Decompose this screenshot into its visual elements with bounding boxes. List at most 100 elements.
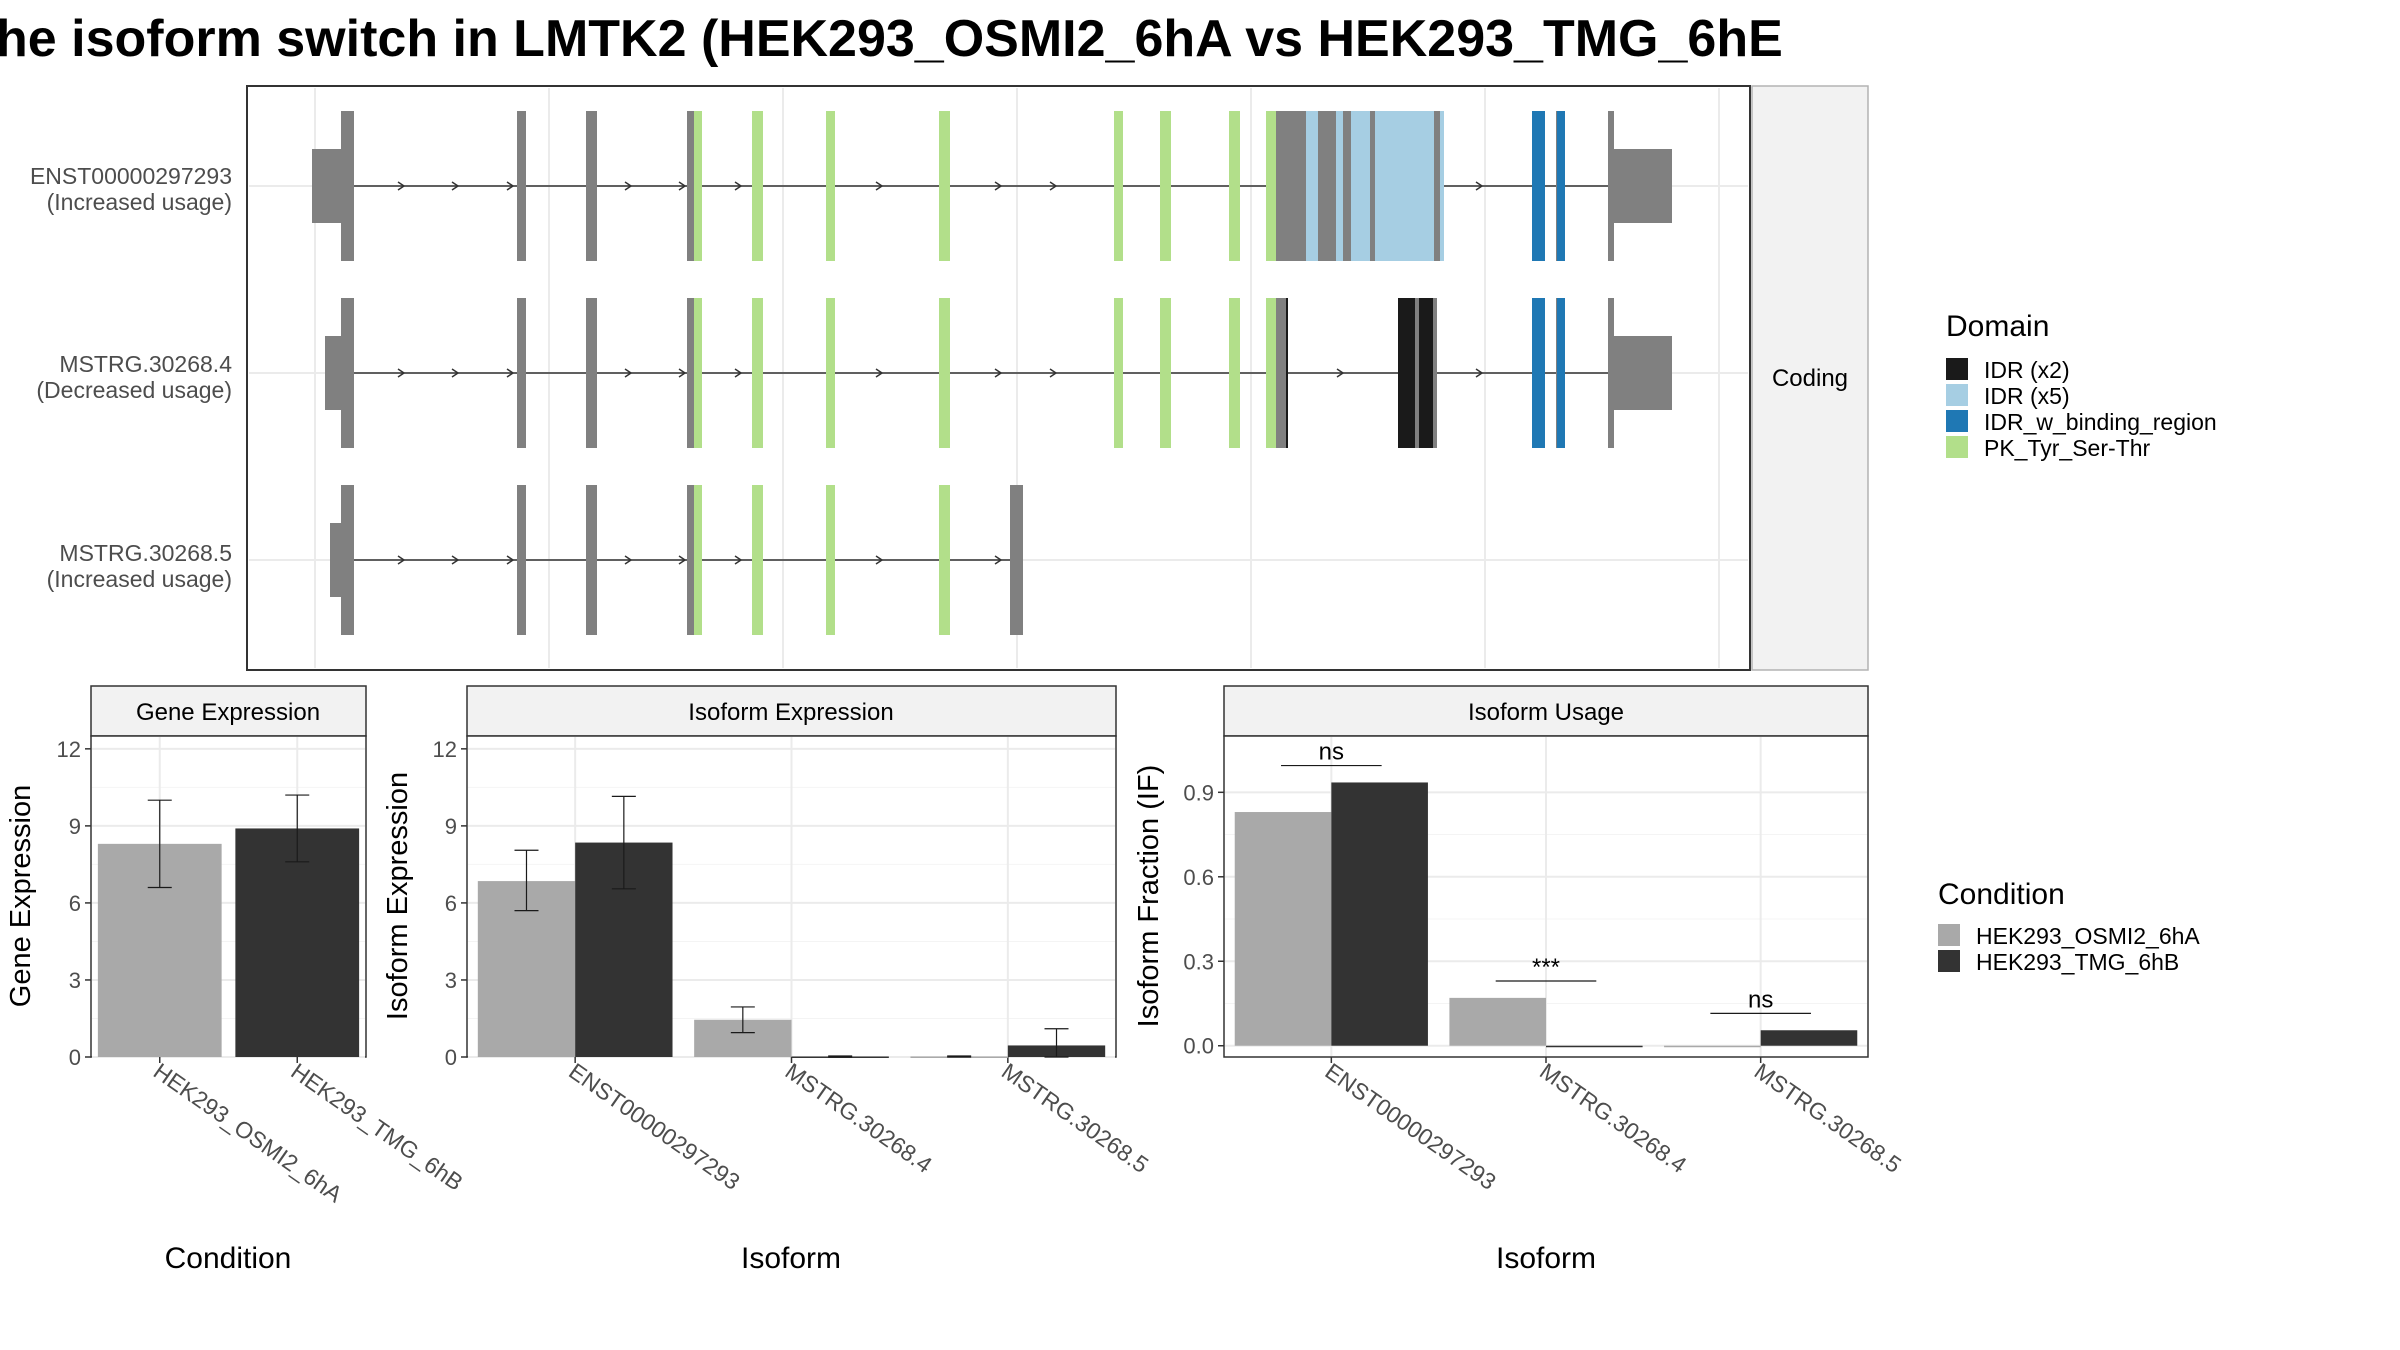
- coding-exon: [1343, 111, 1351, 261]
- isoform-label-2-id: MSTRG.30268.4: [59, 351, 232, 377]
- strand-arrow: [506, 555, 515, 565]
- isoform-expression-y-tick-label: 6: [445, 891, 457, 916]
- strand-arrow: [451, 555, 460, 565]
- gene-expression-y-tick-label: 0: [69, 1045, 81, 1070]
- coding-exon: [586, 485, 597, 635]
- coding-exon: [586, 298, 597, 448]
- isoform-expression-panel: Isoform Expression 0 3 6 9 12 ENST00000297293…: [382, 685, 1153, 1275]
- idr-x5-segment: [1306, 111, 1318, 261]
- strand-arrow: [624, 368, 633, 378]
- pk-domain-segment: [1114, 298, 1123, 448]
- utr3-block: [1612, 336, 1672, 410]
- domain-legend: Domain IDR (x2) IDR (x5) IDR_w_binding_r…: [1946, 310, 2217, 461]
- isoform-usage-y-tick-label: 0.9: [1183, 780, 1214, 805]
- strand-arrow: [624, 181, 633, 191]
- isoform-expression-y-title: Isoform Expression: [382, 772, 414, 1020]
- idr-x5-segment: [1375, 111, 1434, 261]
- strand-arrow: [875, 555, 884, 565]
- strand-arrow: [875, 181, 884, 191]
- coding-exon: [1415, 298, 1419, 448]
- isoform-usage-y-tick-label: 0.0: [1183, 1034, 1214, 1059]
- gene-expression-y-tick-label: 12: [57, 737, 81, 762]
- pk-domain-segment: [826, 298, 835, 448]
- isoform-row-3: [330, 485, 1023, 635]
- strand-arrow: [506, 368, 515, 378]
- idr-x5-segment: [1440, 111, 1444, 261]
- isoform-expression-strip: [466, 685, 1117, 737]
- strand-arrow: [1475, 181, 1484, 191]
- isoform-expression-y-tick-label: 0: [445, 1045, 457, 1070]
- strand-arrow: [624, 555, 633, 565]
- domain-legend-key-1: [1946, 358, 1968, 380]
- coding-exon: [1276, 111, 1306, 261]
- isoform-label-3-usage: (Increased usage): [47, 566, 232, 592]
- isoform-expression-x-title: Isoform: [741, 1242, 841, 1275]
- gene-expression-strip-title: Gene Expression: [136, 699, 320, 726]
- coding-exon: [1370, 111, 1375, 261]
- condition-legend: Condition HEK293_OSMI2_6hA HEK293_TMG_6h…: [1938, 878, 2200, 975]
- isoform-usage-y-title: Isoform Fraction (IF): [1133, 765, 1165, 1028]
- idr-x5-segment: [1336, 111, 1343, 261]
- gene-expression-y-tick-label: 3: [69, 968, 81, 993]
- isoform-usage-bar: [1664, 1045, 1761, 1048]
- coding-exon: [1276, 298, 1286, 448]
- structure-rows: [312, 111, 1672, 635]
- coding-exon: [687, 298, 696, 448]
- gene-expression-bar: [235, 828, 360, 1057]
- gene-expression-y-tick-label: 9: [69, 814, 81, 839]
- isoform-expression-y-tick-label: 9: [445, 814, 457, 839]
- pk-domain-segment: [694, 298, 702, 448]
- isoform-expression-strip-title: Isoform Expression: [688, 699, 893, 726]
- pk-domain-segment: [939, 485, 950, 635]
- idr-binding-segment: [1532, 111, 1545, 261]
- strand-arrow: [451, 181, 460, 191]
- idr-binding-segment: [1557, 298, 1565, 448]
- isoform-usage-x-tick-label: MSTRG.30268.4: [1535, 1058, 1691, 1178]
- coding-exon: [517, 298, 526, 448]
- strand-arrow: [1049, 368, 1058, 378]
- pk-domain-segment: [1229, 111, 1240, 261]
- pk-domain-segment: [1266, 298, 1276, 448]
- pk-domain-segment: [752, 298, 763, 448]
- isoform-expression-y-tick-label: 3: [445, 968, 457, 993]
- pk-domain-segment: [1160, 298, 1171, 448]
- strand-arrow: [734, 555, 743, 565]
- strand-arrow: [994, 181, 1003, 191]
- strand-arrow: [994, 555, 1003, 565]
- idr-x5-segment: [1351, 111, 1370, 261]
- isoform-expression-x-tick-label: MSTRG.30268.5: [997, 1058, 1153, 1178]
- isoform-usage-bar: [1331, 782, 1428, 1046]
- isoform-usage-x-tick-label: ENST00000297293: [1320, 1058, 1500, 1195]
- coding-exon: [687, 485, 696, 635]
- coding-exon: [517, 485, 526, 635]
- idr-x2-segment: [1286, 298, 1288, 448]
- pk-domain-segment: [826, 111, 835, 261]
- domain-legend-label-3: IDR_w_binding_region: [1984, 409, 2217, 435]
- figure-title: he isoform switch in LMTK2 (HEK293_OSMI2…: [0, 10, 1783, 68]
- utr5-block: [325, 336, 345, 410]
- pk-domain-segment: [752, 485, 763, 635]
- strand-arrow: [397, 181, 406, 191]
- coding-exon: [1318, 111, 1336, 261]
- pk-domain-segment: [826, 485, 835, 635]
- isoform-usage-significance-label: ns: [1748, 986, 1773, 1013]
- condition-legend-key-1: [1938, 924, 1960, 946]
- coding-exon: [341, 298, 354, 448]
- strand-arrow: [875, 368, 884, 378]
- isoform-expression-x-tick-label: MSTRG.30268.4: [781, 1058, 937, 1178]
- gene-expression-x-title: Condition: [165, 1242, 292, 1275]
- isoform-expression-x-tick-label: ENST00000297293: [564, 1058, 744, 1195]
- isoform-label-1-id: ENST00000297293: [30, 163, 232, 189]
- idr-x2-segment: [1398, 298, 1415, 448]
- coding-exon: [1433, 298, 1437, 448]
- strand-arrow: [1336, 368, 1345, 378]
- isoform-usage-bar: [1449, 997, 1546, 1046]
- domain-legend-key-4: [1946, 436, 1968, 458]
- strand-arrow: [734, 368, 743, 378]
- domain-legend-key-2: [1946, 384, 1968, 406]
- coding-exon: [1608, 111, 1613, 261]
- domain-legend-label-4: PK_Tyr_Ser-Thr: [1984, 435, 2150, 461]
- strand-arrow: [397, 555, 406, 565]
- coding-exon: [341, 111, 354, 261]
- isoform-usage-y-tick-label: 0.6: [1183, 865, 1214, 890]
